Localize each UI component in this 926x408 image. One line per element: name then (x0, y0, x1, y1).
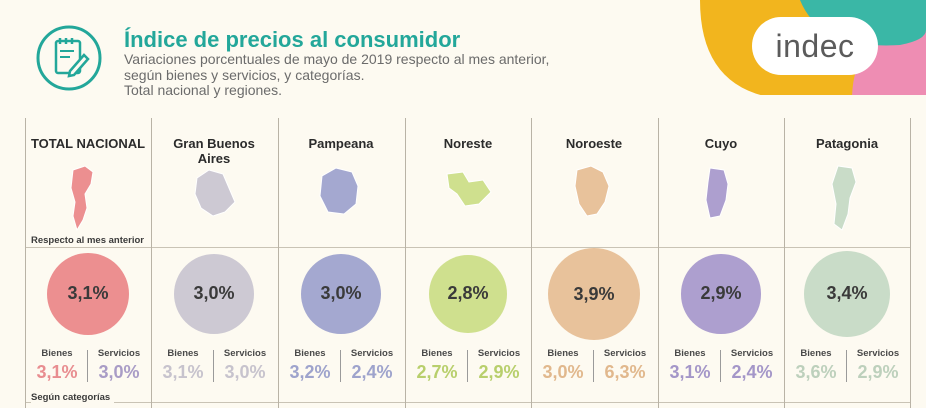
servicios-value: 2,9% (478, 362, 520, 382)
sub-divider (593, 350, 594, 382)
bienes-label: Bienes (421, 348, 453, 359)
categorias-label: Según categorías (31, 392, 115, 403)
bienes-label: Bienes (41, 348, 73, 359)
bienes-value: 2,7% (416, 362, 458, 382)
region-name: Noroeste (565, 136, 623, 151)
region-column: Cuyo 2,9% Bienes Servicios 3,1% 2,4% (658, 112, 784, 408)
bienes-label: Bienes (674, 348, 706, 359)
bubble-value-label: 3,4% (826, 283, 868, 304)
servicios-label: Servicios (603, 348, 647, 359)
bubble-value-label: 2,9% (700, 283, 742, 304)
column-divider (405, 118, 406, 408)
logo-text: indec (775, 27, 855, 64)
servicios-value: 6,3% (604, 362, 646, 382)
servicios-value: 2,4% (351, 362, 393, 382)
region-map-icon (70, 165, 94, 232)
region-name: Patagonia (815, 136, 879, 151)
column-divider (278, 118, 279, 408)
region-column: Pampeana 3,0% Bienes Servicios 3,2% 2,4% (278, 112, 404, 408)
region-name: Pampeana (308, 136, 374, 151)
divider-categorias (25, 402, 911, 403)
servicios-label: Servicios (856, 348, 900, 359)
bienes-value: 3,0% (542, 362, 584, 382)
subtitle-line: Variaciones porcentuales de mayo de 2019… (124, 51, 550, 67)
region-column: Noroeste 3,9% Bienes Servicios 3,0% 6,3% (531, 112, 657, 408)
bienes-label: Bienes (800, 348, 832, 359)
divider-respecto (25, 247, 911, 248)
servicios-value: 2,4% (731, 362, 773, 382)
sub-divider (213, 350, 214, 382)
column-divider (784, 118, 785, 408)
region-name: Noreste (443, 136, 493, 151)
region-column: Patagonia 3,4% Bienes Servicios 3,6% 2,9% (784, 112, 910, 408)
value-bubble: 3,1% (46, 252, 129, 335)
bienes-value: 3,1% (669, 362, 711, 382)
bubble-value-label: 3,0% (193, 283, 235, 304)
subtitle-line: según bienes y servicios, y categorías. (124, 66, 365, 83)
page-title: Índice de precios al consumidor (124, 27, 461, 52)
bubble-value-label: 2,8% (447, 283, 489, 304)
region-map-shape (319, 167, 359, 215)
servicios-value: 3,0% (224, 362, 266, 382)
region-map-icon (194, 169, 236, 217)
region-map-icon (574, 165, 610, 217)
servicios-label: Servicios (477, 348, 521, 359)
value-bubble: 3,0% (173, 253, 255, 335)
sub-divider (846, 350, 847, 382)
sub-divider (87, 350, 88, 382)
indec-logo: indec (752, 17, 878, 75)
region-map-icon (705, 167, 729, 219)
value-bubble: 2,9% (681, 254, 761, 334)
region-map-shape (70, 165, 94, 232)
servicios-value: 2,9% (857, 362, 899, 382)
value-bubble: 3,0% (300, 253, 382, 335)
servicios-label: Servicios (350, 348, 394, 359)
region-map-shape (831, 165, 857, 231)
bienes-value: 3,2% (289, 362, 331, 382)
bienes-label: Bienes (547, 348, 579, 359)
column-divider (25, 118, 26, 408)
notepad-pencil-icon (36, 25, 102, 91)
region-column: TOTAL NACIONAL 3,1% Bienes Servicios 3,1% 3,0… (25, 112, 151, 408)
bubble-value-label: 3,9% (573, 283, 615, 304)
servicios-label: Servicios (223, 348, 267, 359)
region-name: Cuyo (704, 136, 738, 151)
servicios-label: Servicios (730, 348, 774, 359)
servicios-label: Servicios (97, 348, 141, 359)
value-bubble: 3,9% (548, 248, 640, 340)
region-name: TOTAL NACIONAL (30, 136, 146, 151)
sub-divider (467, 350, 468, 382)
region-map-shape (574, 165, 610, 217)
region-map-shape (446, 171, 492, 207)
region-map-shape (705, 167, 729, 219)
page-subtitle: Variaciones porcentuales de mayo de 2019… (124, 51, 550, 99)
column-divider (531, 118, 532, 408)
subtitle-line: Total nacional y regiones. (124, 82, 282, 98)
pink-shape-2 (700, 95, 926, 100)
value-bubble: 2,8% (429, 255, 507, 333)
column-divider (151, 118, 152, 408)
servicios-value: 3,0% (98, 362, 140, 382)
sub-divider (720, 350, 721, 382)
column-divider (658, 118, 659, 408)
region-map-icon (831, 165, 857, 231)
region-column: Noreste 2,8% Bienes Servicios 2,7% 2,9% (405, 112, 531, 408)
region-name: Gran Buenos Aires (173, 136, 255, 166)
region-map-icon (446, 171, 492, 207)
bubble-value-label: 3,1% (67, 283, 109, 304)
sub-divider (340, 350, 341, 382)
value-bubble: 3,4% (804, 251, 890, 337)
respecto-label: Respecto al mes anterior (31, 235, 148, 246)
column-divider (910, 118, 911, 408)
region-map-shape (194, 169, 236, 217)
bienes-label: Bienes (167, 348, 199, 359)
bienes-value: 3,1% (36, 362, 78, 382)
region-column: Gran Buenos Aires 3,0% Bienes Servicios 3,1%… (151, 112, 277, 408)
bubble-value-label: 3,0% (320, 283, 362, 304)
bienes-label: Bienes (294, 348, 326, 359)
bienes-value: 3,6% (795, 362, 837, 382)
bienes-value: 3,1% (162, 362, 204, 382)
region-map-icon (319, 167, 359, 215)
